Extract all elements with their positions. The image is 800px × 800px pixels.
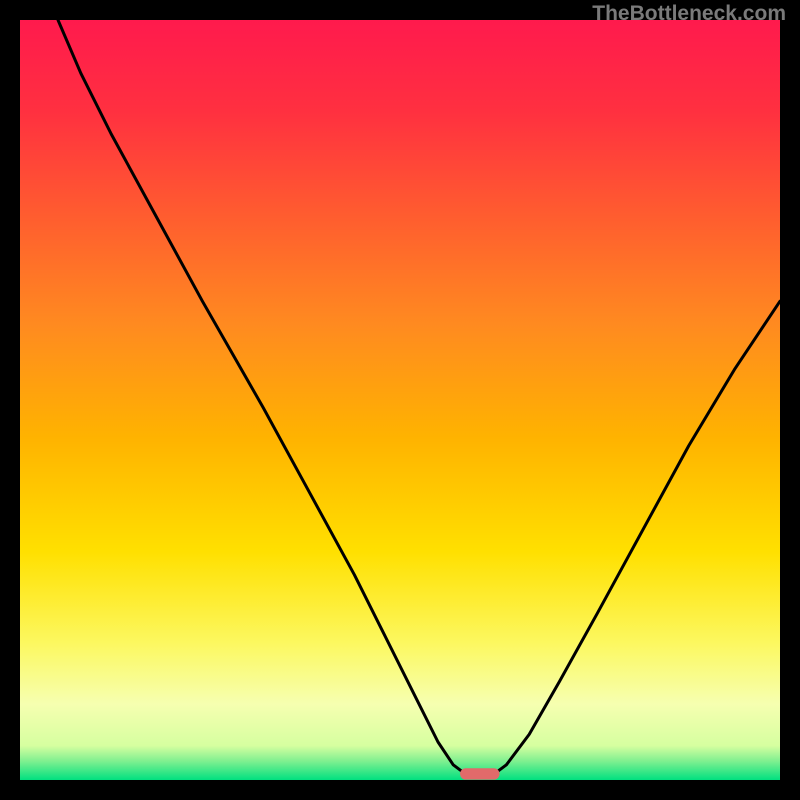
plot-area: [20, 20, 780, 780]
optimal-marker: [460, 768, 500, 779]
plot-svg: [20, 20, 780, 780]
chart-frame: TheBottleneck.com: [0, 0, 800, 800]
watermark-text: TheBottleneck.com: [592, 2, 786, 26]
